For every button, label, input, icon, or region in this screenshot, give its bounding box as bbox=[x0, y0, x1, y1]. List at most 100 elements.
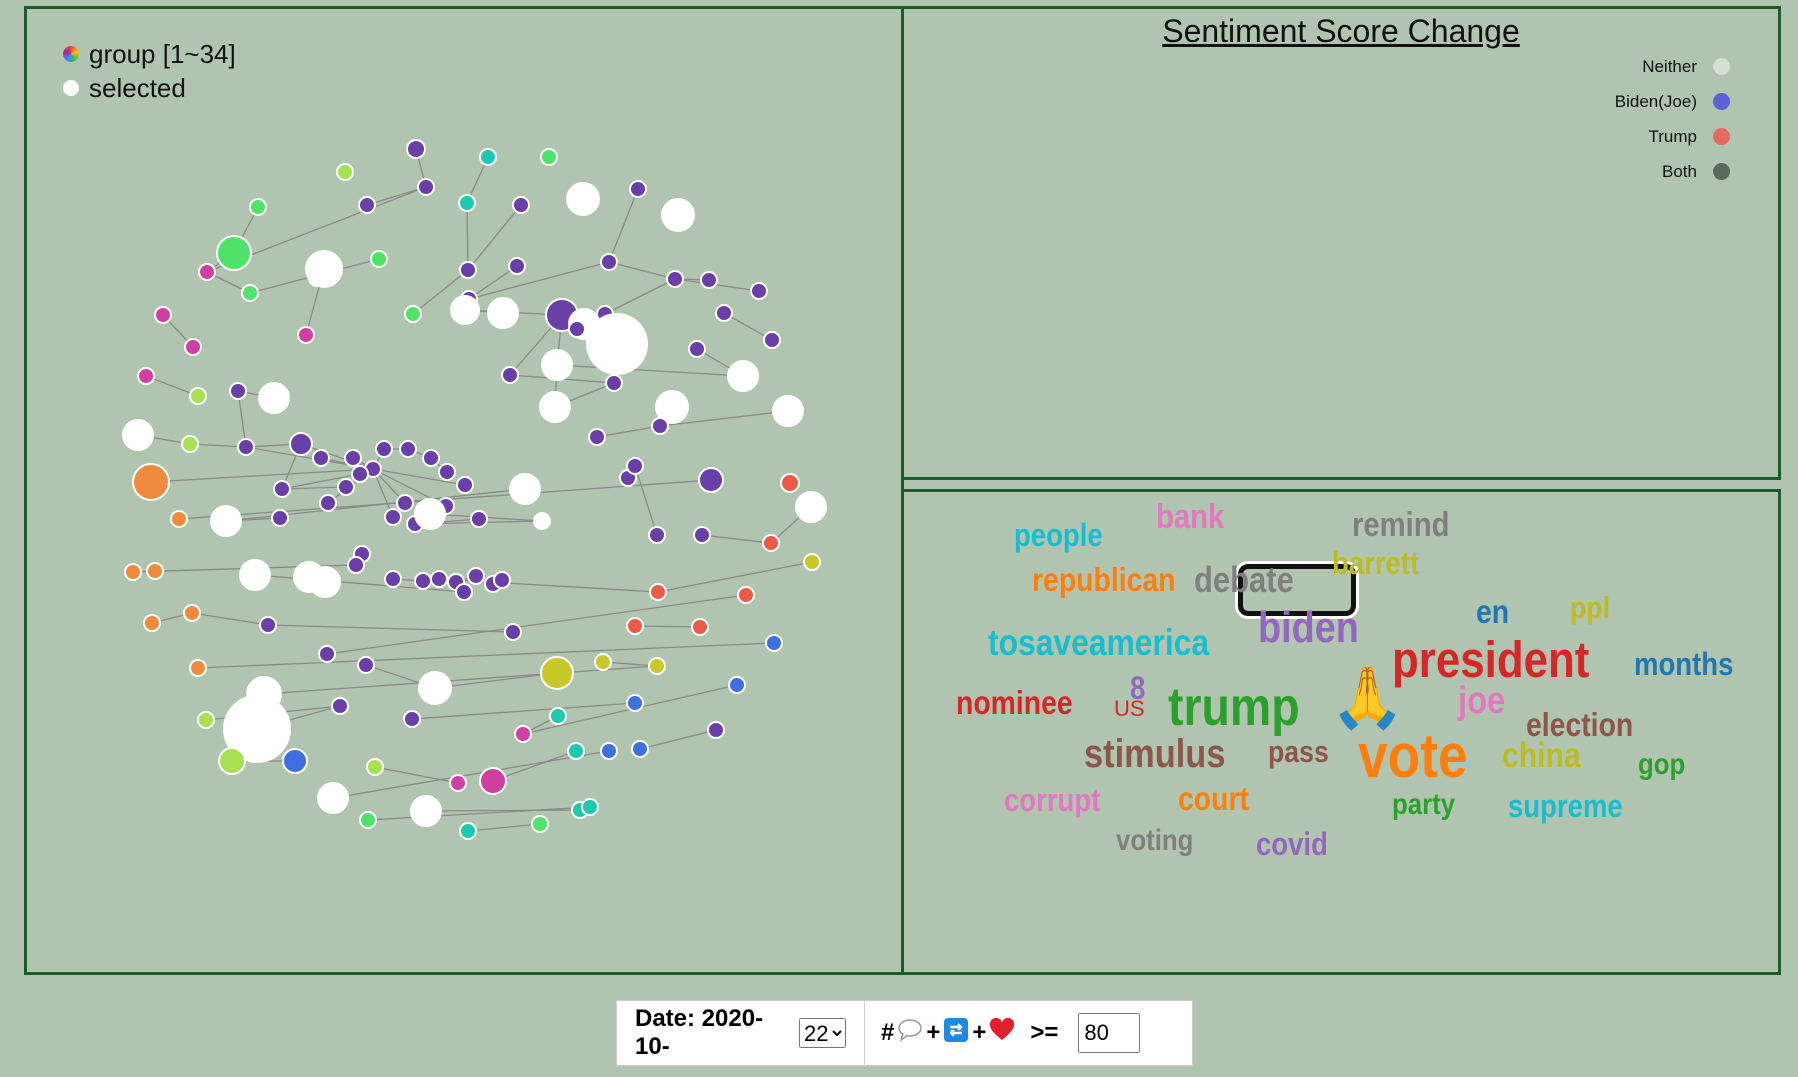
graph-node[interactable] bbox=[588, 428, 606, 446]
graph-node[interactable] bbox=[396, 494, 414, 512]
graph-node[interactable] bbox=[399, 440, 417, 458]
graph-node[interactable] bbox=[700, 271, 718, 289]
graph-node[interactable] bbox=[631, 740, 649, 758]
graph-node[interactable] bbox=[691, 618, 709, 636]
graph-node[interactable] bbox=[347, 556, 365, 574]
word-pass[interactable]: pass bbox=[1268, 734, 1329, 769]
word-party[interactable]: party bbox=[1392, 788, 1456, 821]
graph-node[interactable] bbox=[698, 467, 724, 493]
graph-node[interactable] bbox=[470, 510, 488, 528]
graph-node[interactable] bbox=[183, 604, 201, 622]
graph-node[interactable] bbox=[197, 711, 215, 729]
graph-node[interactable] bbox=[581, 798, 599, 816]
graph-node[interactable] bbox=[229, 382, 247, 400]
graph-node[interactable] bbox=[337, 478, 355, 496]
graph-node[interactable] bbox=[146, 562, 164, 580]
graph-node[interactable] bbox=[271, 509, 289, 527]
graph-node[interactable] bbox=[430, 570, 448, 588]
graph-node[interactable] bbox=[514, 725, 532, 743]
word-election[interactable]: election bbox=[1526, 706, 1634, 743]
graph-node[interactable] bbox=[688, 340, 706, 358]
graph-node[interactable] bbox=[357, 656, 375, 674]
graph-node-selected[interactable] bbox=[414, 498, 446, 530]
graph-node-selected[interactable] bbox=[309, 566, 341, 598]
graph-node[interactable] bbox=[273, 480, 291, 498]
graph-node[interactable] bbox=[765, 634, 783, 652]
graph-node-selected[interactable] bbox=[533, 512, 551, 530]
graph-node[interactable] bbox=[358, 196, 376, 214]
word-ppl[interactable]: ppl bbox=[1570, 590, 1610, 625]
day-select[interactable]: 22 bbox=[799, 1018, 846, 1048]
graph-node[interactable] bbox=[493, 571, 511, 589]
graph-node-selected[interactable] bbox=[586, 313, 648, 375]
graph-node[interactable] bbox=[762, 534, 780, 552]
graph-node-selected[interactable] bbox=[727, 360, 759, 392]
graph-node-selected[interactable] bbox=[509, 473, 541, 505]
word-stimulus[interactable]: stimulus bbox=[1084, 732, 1226, 776]
graph-node[interactable] bbox=[184, 338, 202, 356]
graph-node[interactable] bbox=[375, 440, 393, 458]
graph-node[interactable] bbox=[512, 196, 530, 214]
graph-node[interactable] bbox=[124, 563, 142, 581]
graph-node[interactable] bbox=[422, 449, 440, 467]
graph-node[interactable] bbox=[508, 257, 526, 275]
graph-node[interactable] bbox=[666, 270, 684, 288]
graph-node[interactable] bbox=[282, 748, 308, 774]
graph-node-selected[interactable] bbox=[772, 395, 804, 427]
word-trump[interactable]: trump bbox=[1168, 677, 1300, 737]
graph-node[interactable] bbox=[351, 465, 369, 483]
graph-node[interactable] bbox=[459, 261, 477, 279]
graph-node[interactable] bbox=[318, 645, 336, 663]
graph-node[interactable] bbox=[438, 463, 456, 481]
word-vote[interactable]: vote bbox=[1358, 722, 1468, 791]
graph-node[interactable] bbox=[344, 449, 362, 467]
word-us[interactable]: US bbox=[1114, 696, 1145, 721]
graph-node[interactable] bbox=[501, 366, 519, 384]
graph-node-selected[interactable] bbox=[258, 382, 290, 414]
graph-node[interactable] bbox=[626, 694, 644, 712]
graph-node[interactable] bbox=[479, 767, 507, 795]
word-corrupt[interactable]: corrupt bbox=[1004, 782, 1101, 818]
graph-node[interactable] bbox=[600, 253, 618, 271]
graph-node[interactable] bbox=[289, 432, 313, 456]
graph-node[interactable] bbox=[605, 374, 623, 392]
graph-node[interactable] bbox=[648, 657, 666, 675]
word-china[interactable]: china bbox=[1502, 736, 1581, 775]
network-graph[interactable] bbox=[27, 9, 901, 972]
graph-node[interactable] bbox=[737, 586, 755, 604]
graph-node[interactable] bbox=[404, 305, 422, 323]
graph-node-selected[interactable] bbox=[239, 559, 271, 591]
graph-node[interactable] bbox=[629, 180, 647, 198]
graph-node[interactable] bbox=[649, 583, 667, 601]
graph-node-selected[interactable] bbox=[795, 491, 827, 523]
graph-node-selected[interactable] bbox=[317, 782, 349, 814]
word-8[interactable]: 8 bbox=[1130, 670, 1146, 706]
graph-node-selected[interactable] bbox=[305, 250, 343, 288]
word-barrett[interactable]: barrett bbox=[1332, 545, 1420, 581]
graph-node[interactable] bbox=[237, 438, 255, 456]
graph-node[interactable] bbox=[154, 306, 172, 324]
word-debate[interactable]: debate bbox=[1194, 559, 1294, 600]
graph-node-selected[interactable] bbox=[223, 695, 291, 763]
graph-node[interactable] bbox=[218, 747, 246, 775]
graph-node[interactable] bbox=[132, 463, 170, 501]
graph-node[interactable] bbox=[137, 367, 155, 385]
graph-node[interactable] bbox=[198, 263, 216, 281]
threshold-input[interactable] bbox=[1078, 1013, 1141, 1053]
word-gop[interactable]: gop bbox=[1638, 748, 1686, 781]
graph-node[interactable] bbox=[414, 572, 432, 590]
graph-node[interactable] bbox=[259, 616, 277, 634]
network-graph-panel[interactable]: group [1~34] selected bbox=[24, 6, 904, 975]
graph-node[interactable] bbox=[370, 250, 388, 268]
graph-node-selected[interactable] bbox=[410, 795, 442, 827]
graph-node[interactable] bbox=[715, 304, 733, 322]
graph-node[interactable] bbox=[384, 570, 402, 588]
graph-node[interactable] bbox=[417, 178, 435, 196]
graph-node[interactable] bbox=[189, 387, 207, 405]
graph-node[interactable] bbox=[780, 473, 800, 493]
graph-node[interactable] bbox=[626, 457, 644, 475]
graph-node[interactable] bbox=[459, 822, 477, 840]
graph-node[interactable] bbox=[181, 435, 199, 453]
graph-node-selected[interactable] bbox=[661, 198, 695, 232]
graph-node[interactable] bbox=[594, 653, 612, 671]
